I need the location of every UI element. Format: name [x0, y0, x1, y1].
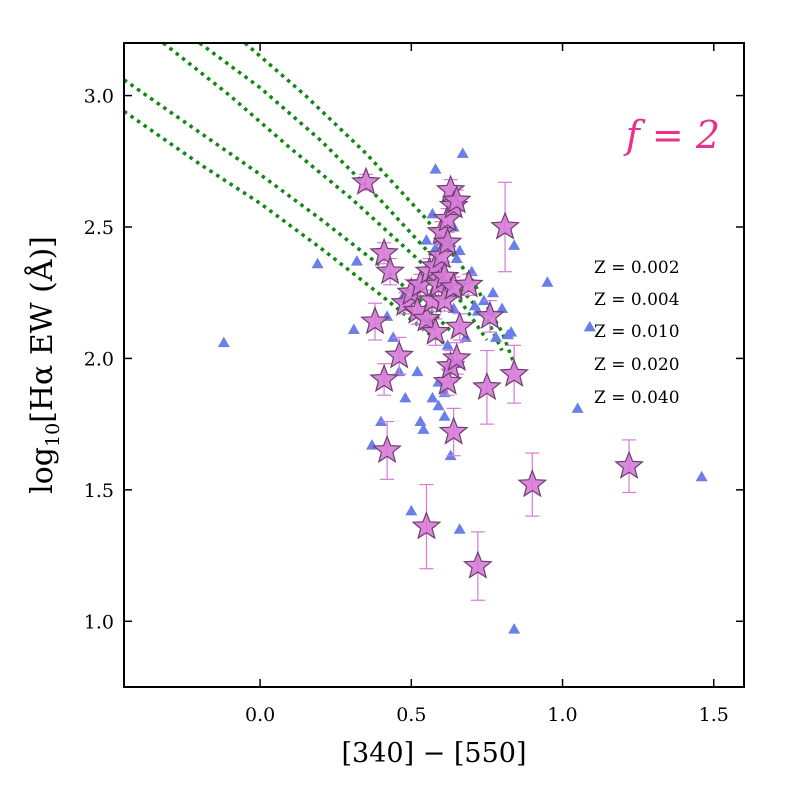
axis-ticks: 0.0 0.5 1.0 1.5 1.0 1.5 2.0 2.5 3.0: [84, 43, 744, 726]
x-tick-label: 1.0: [547, 704, 577, 726]
x-axis-label: [340] − [550]: [342, 738, 527, 769]
triangle-point: [438, 410, 451, 421]
star-point: [462, 550, 493, 579]
plot-frame: [123, 42, 745, 688]
star-point: [517, 468, 548, 498]
x-tick-label: 0.5: [396, 704, 426, 726]
y-tick-label: 1.0: [84, 611, 114, 633]
triangle-point: [508, 239, 521, 250]
triangle-point: [505, 326, 518, 337]
triangle-point: [453, 523, 466, 534]
triangle-point: [490, 331, 502, 342]
star-point: [420, 316, 451, 345]
triangle-point: [311, 257, 324, 269]
x-tick-label: 1.5: [699, 704, 729, 726]
star-point: [444, 311, 475, 340]
star-point: [614, 450, 644, 479]
triangle-point: [695, 470, 708, 482]
star-point: [375, 256, 406, 285]
legend: Z = 0.002 Z = 0.004 Z = 0.010 Z = 0.020 …: [594, 258, 680, 408]
triangle-point: [420, 234, 433, 245]
triangle-point: [508, 623, 521, 634]
y-axis-label: log10[Hα EW (Å)]: [24, 236, 64, 494]
y-tick-label: 1.5: [84, 480, 114, 502]
star-point: [441, 185, 472, 214]
triangle-point: [217, 336, 230, 348]
triangle-point: [426, 391, 439, 403]
triangle-point: [583, 320, 596, 332]
star-point: [432, 227, 463, 256]
triangle-point: [375, 415, 388, 427]
star-point: [441, 342, 472, 372]
y-tick-label: 2.5: [84, 217, 114, 239]
legend-entry: Z = 0.040: [594, 388, 680, 408]
triangle-point: [411, 365, 424, 377]
triangle-point: [441, 339, 454, 350]
triangle-point: [414, 415, 427, 427]
triangle-point: [399, 391, 412, 403]
star-point: [411, 511, 442, 540]
star-point: [475, 300, 505, 330]
y-tick-label: 3.0: [84, 86, 114, 108]
star-point: [369, 363, 399, 393]
star-point: [490, 211, 520, 240]
star-point: [429, 284, 460, 314]
star-point: [432, 366, 463, 395]
star-points: [351, 166, 644, 579]
y-tick-label: 2.0: [84, 348, 114, 370]
star-point: [360, 305, 390, 335]
triangle-point: [417, 423, 430, 434]
triangle-point: [456, 147, 469, 158]
star-point: [411, 303, 442, 332]
x-tick-label: 0.0: [245, 704, 275, 726]
triangle-point: [571, 402, 584, 413]
triangle-point: [541, 276, 554, 287]
triangle-point: [450, 252, 463, 264]
triangle-point: [350, 255, 363, 266]
triangle-point: [347, 323, 360, 335]
triangle-point: [477, 294, 490, 306]
triangle-point: [432, 399, 445, 411]
star-point: [351, 166, 381, 195]
star-point: [384, 340, 415, 369]
track-line: [198, 43, 504, 352]
star-point: [369, 237, 399, 266]
star-point: [453, 269, 484, 298]
triangle-point: [429, 163, 442, 174]
triangle-point: [405, 504, 418, 516]
star-point: [472, 371, 502, 401]
triangle-point: [387, 331, 400, 342]
star-point: [499, 358, 530, 387]
legend-entry: Z = 0.010: [594, 322, 680, 342]
star-point: [372, 434, 402, 464]
legend-entry: Z = 0.004: [594, 290, 680, 310]
triangle-point: [453, 244, 466, 256]
triangle-point: [444, 449, 457, 461]
legend-entry: Z = 0.002: [594, 258, 680, 278]
star-point: [438, 416, 469, 445]
f-annotation: f = 2: [623, 113, 720, 157]
triangle-point: [486, 286, 499, 298]
track-line: [243, 43, 516, 365]
legend-entry: Z = 0.020: [594, 355, 680, 375]
triangle-point: [496, 302, 509, 313]
